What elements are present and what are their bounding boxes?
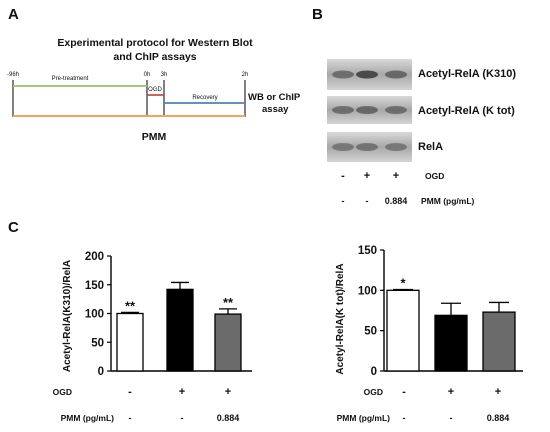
blot-k310-band [332, 70, 354, 79]
c2-pmm-value-2: - [450, 413, 453, 423]
c1-pmm-value-3: 0.884 [217, 413, 240, 423]
endpoint-label-line1: WB or ChIP [248, 92, 301, 103]
tick-label-2h: 2h [242, 72, 249, 78]
blot-rela-band [385, 143, 407, 151]
blot-label-rela: RelA [418, 141, 443, 153]
c1-ogd-value-1: - [128, 386, 132, 398]
c1-ogd-label: OGD [53, 387, 72, 397]
bar [116, 312, 144, 372]
chart1-ylabel: Acetyl-RelA(K310)/RelA [62, 260, 73, 372]
y-tick-label: 200 [85, 251, 104, 263]
blot-ktot-band [332, 106, 354, 114]
phase-label-ogd: OGD [148, 87, 162, 93]
c2-pmm-value-1: - [403, 413, 406, 423]
tick-label-minus96h: -96h [7, 72, 19, 78]
phase-label-pretreatment: Pre-treatment [52, 76, 89, 82]
c1-ogd-value-3: + [225, 386, 231, 398]
c1-pmm-label: PMM (pg/mL) [61, 413, 115, 423]
panel-a-letter: A [8, 6, 19, 23]
panel-c-letter: C [8, 219, 19, 236]
c1-pmm-value-1: - [129, 413, 132, 423]
blot-ktot-band [385, 106, 407, 114]
y-tick-label: 50 [364, 326, 377, 338]
blot-rela-band [332, 143, 354, 151]
c2-ogd-label: OGD [364, 387, 383, 397]
western-blots [327, 59, 412, 162]
c2-pmm-value-3: 0.884 [487, 413, 510, 423]
c2-ogd-value-2: + [448, 386, 454, 398]
y-tick-label: 50 [91, 337, 104, 349]
bar [386, 289, 420, 372]
y-tick-label: 0 [98, 366, 104, 378]
blot-rela-band [356, 143, 378, 151]
tick-label-0h: 0h [144, 72, 151, 78]
c2-ogd-value-1: - [402, 386, 406, 398]
blot-label-k310: Acetyl-RelA (K310) [418, 68, 516, 80]
tick-label-3h: 3h [161, 72, 168, 78]
pmm-label: PMM [142, 131, 167, 143]
blot-ktot-band [356, 106, 378, 114]
chart-ktot: Acetyl-RelA(K tot)/RelA 0 50 100 150 * [335, 245, 523, 378]
b-ogd-value-3: + [393, 170, 399, 182]
chart2-ylabel: Acetyl-RelA(K tot)/RelA [335, 263, 346, 374]
panel-b-letter: B [312, 6, 323, 23]
endpoint-label-line2: assay [262, 104, 289, 115]
y-tick-label: 100 [85, 309, 104, 321]
blot-k310-band [385, 70, 407, 79]
c2-ogd-value-3: + [495, 386, 501, 398]
blot-k310-band [356, 70, 378, 79]
b-ogd-value-2: + [364, 170, 370, 182]
b-pmm-value-2: - [366, 196, 369, 206]
c2-pmm-label: PMM (pg/mL) [337, 413, 391, 423]
c1-pmm-value-2: - [181, 413, 184, 423]
b-ogd-value-1: - [341, 170, 345, 182]
y-tick-label: 100 [358, 285, 377, 297]
chart-k310: Acetyl-RelA(K310)/RelA 0 50 100 150 200 ** ** [62, 251, 252, 378]
b-ogd-label: OGD [425, 171, 444, 181]
b-pmm-label: PMM (pg/mL) [421, 196, 475, 206]
b-pmm-value-1: - [342, 196, 345, 206]
y-tick-label: 0 [371, 366, 377, 378]
significance-marker: ** [223, 295, 234, 310]
bar [214, 313, 242, 372]
bar [482, 311, 516, 372]
bar [166, 288, 194, 372]
y-tick-label: 150 [358, 245, 377, 257]
phase-label-recovery: Recovery [192, 95, 217, 101]
y-tick-label: 150 [85, 280, 104, 292]
panel-a-title-line1: Experimental protocol for Western Blot [57, 37, 253, 49]
c1-ogd-value-2: + [179, 386, 185, 398]
bar [434, 314, 468, 372]
significance-marker: * [400, 276, 406, 291]
panel-a-title-line2: and ChIP assays [113, 51, 196, 63]
blot-label-ktot: Acetyl-RelA (K tot) [418, 105, 515, 117]
protocol-timeline: -96h 0h 3h 2h Pre-treatment OGD Recovery [7, 72, 248, 117]
significance-marker: ** [125, 298, 136, 313]
b-pmm-value-3: 0.884 [385, 196, 408, 206]
